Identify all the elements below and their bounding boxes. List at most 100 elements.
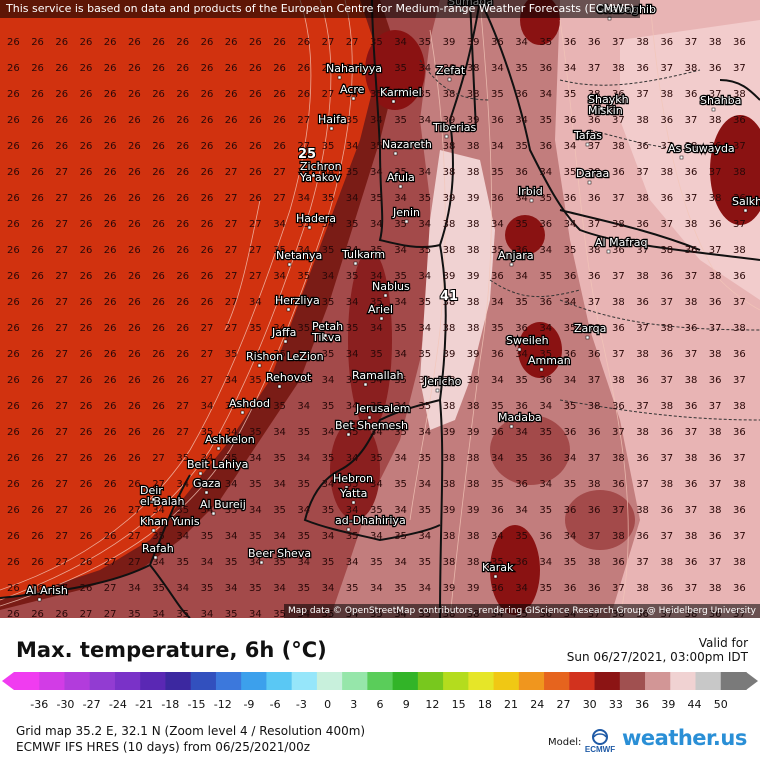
city-marker (391, 99, 396, 104)
grid-value: 26 (31, 63, 44, 74)
grid-value: 36 (733, 505, 746, 516)
city-label[interactable]: Jaffa (270, 325, 298, 341)
city-label[interactable]: Yatta (338, 486, 369, 502)
city-label[interactable]: Beit Lahiya (186, 457, 250, 473)
city-marker (509, 424, 514, 429)
city-label[interactable]: Ashdod (228, 396, 271, 412)
city-label[interactable]: Zichron Ya'akov (298, 159, 343, 186)
city-label[interactable]: As Suwayda (667, 141, 736, 157)
city-label[interactable]: Irbid (517, 184, 544, 200)
grid-value: 26 (152, 401, 165, 412)
city-label[interactable]: Haifa (317, 112, 348, 128)
city-label[interactable]: ad-Dhahiriya (334, 513, 407, 529)
city-label[interactable]: Bet Shemesh (334, 418, 410, 434)
grid-value: 35 (249, 583, 262, 594)
city-label[interactable]: Al Bureij (199, 497, 247, 513)
city-label[interactable]: Beer Sheva (247, 546, 313, 562)
city-label[interactable]: Rafah (141, 541, 175, 557)
grid-value: 26 (31, 323, 44, 334)
grid-value: 26 (152, 427, 165, 438)
grid-value: 34 (564, 531, 577, 542)
grid-value: 35 (176, 557, 189, 568)
city-label[interactable]: Hebron (332, 471, 375, 487)
city-label[interactable]: Petah Tikva (310, 319, 345, 346)
grid-value: 35 (273, 245, 286, 256)
city-label[interactable]: Anjara (497, 248, 535, 264)
city-label[interactable]: Shahba (699, 93, 743, 109)
city-label[interactable]: Karmiel (379, 85, 423, 101)
grid-value: 39 (443, 427, 456, 438)
city-label[interactable]: Ramallah (351, 368, 405, 384)
grid-info: Grid map 35.2 E, 32.1 N (Zoom level 4 / … (16, 724, 366, 738)
grid-value: 37 (636, 89, 649, 100)
grid-value: 26 (31, 375, 44, 386)
city-label[interactable]: Shaykh Miskin (587, 92, 630, 119)
city-label[interactable]: Salkhad (731, 194, 760, 210)
grid-value: 38 (443, 557, 456, 568)
grid-value: 38 (443, 141, 456, 152)
grid-value: 35 (564, 89, 577, 100)
grid-value: 35 (370, 141, 383, 152)
weather-us-logo[interactable]: weather.us (622, 726, 747, 750)
grid-value: 34 (394, 401, 407, 412)
grid-value: 27 (273, 167, 286, 178)
grid-value: 26 (104, 89, 117, 100)
scale-swatch (39, 672, 66, 690)
core-amman (518, 322, 562, 378)
city-label[interactable]: Nablus (371, 279, 411, 295)
grid-value: 38 (636, 37, 649, 48)
city-label[interactable]: Jericho (422, 374, 463, 390)
grid-value: 37 (588, 531, 601, 542)
grid-value: 35 (346, 583, 359, 594)
grid-value: 35 (418, 297, 431, 308)
city-label[interactable]: Khan Yunis (139, 514, 201, 530)
grid-value: 26 (31, 427, 44, 438)
city-marker (743, 208, 748, 213)
city-label[interactable]: Nazareth (381, 137, 433, 153)
city-label[interactable]: Gaza (192, 476, 222, 492)
scale-label: -18 (161, 698, 179, 711)
city-label[interactable]: Amman (527, 353, 572, 369)
city-label[interactable]: Rishon LeZion (245, 349, 325, 365)
grid-value: 35 (539, 37, 552, 48)
city-label[interactable]: Tafas (572, 128, 604, 144)
grid-value: 26 (104, 63, 117, 74)
grid-value: 38 (467, 375, 480, 386)
city-label[interactable]: Hadera (295, 211, 338, 227)
scale-label: -3 (296, 698, 307, 711)
city-label[interactable]: Tulkarm (340, 247, 387, 263)
grid-value: 38 (709, 583, 722, 594)
grid-value: 26 (55, 89, 68, 100)
city-label[interactable]: Sweileh (505, 333, 550, 349)
city-label[interactable]: Ashkelon (204, 432, 256, 448)
grid-value: 35 (225, 401, 238, 412)
city-label[interactable]: Nahariyya (325, 61, 384, 77)
grid-value: 37 (588, 219, 601, 230)
city-label[interactable]: Netanya (275, 248, 324, 264)
city-label[interactable]: Jerusalem (354, 401, 412, 417)
grid-value: 36 (539, 141, 552, 152)
city-label[interactable]: Rehovot (265, 370, 313, 386)
city-label[interactable]: Afula (386, 170, 416, 186)
grid-value: 36 (685, 89, 698, 100)
city-label[interactable]: Zefat (435, 63, 467, 79)
city-label[interactable]: Daraa (575, 166, 611, 182)
grid-value: 34 (176, 583, 189, 594)
grid-value: 26 (249, 89, 262, 100)
city-label[interactable]: Acre (339, 82, 366, 98)
city-label[interactable]: Jenin (391, 205, 422, 221)
city-label[interactable]: Deir el-Balah (139, 483, 186, 510)
city-label[interactable]: Madaba (497, 410, 543, 426)
city-label[interactable]: Zarqa (573, 321, 608, 337)
grid-value: 38 (733, 89, 746, 100)
city-label[interactable]: Al Mafraq (594, 235, 649, 251)
city-label[interactable]: Al Arish (25, 583, 69, 599)
city-label[interactable]: Tiberias (431, 120, 478, 136)
city-label[interactable]: Herzliya (274, 293, 321, 309)
city-label[interactable]: Ariel (367, 302, 394, 318)
city-label[interactable]: Karak (481, 560, 516, 576)
grid-value: 26 (152, 167, 165, 178)
grid-value: 36 (491, 37, 504, 48)
scale-swatch (392, 672, 419, 690)
weather-map[interactable]: 26 26 26 26 26 26 26 26 26 26 26 26 26 27 27 35 34 35 39 39… (0, 0, 760, 618)
